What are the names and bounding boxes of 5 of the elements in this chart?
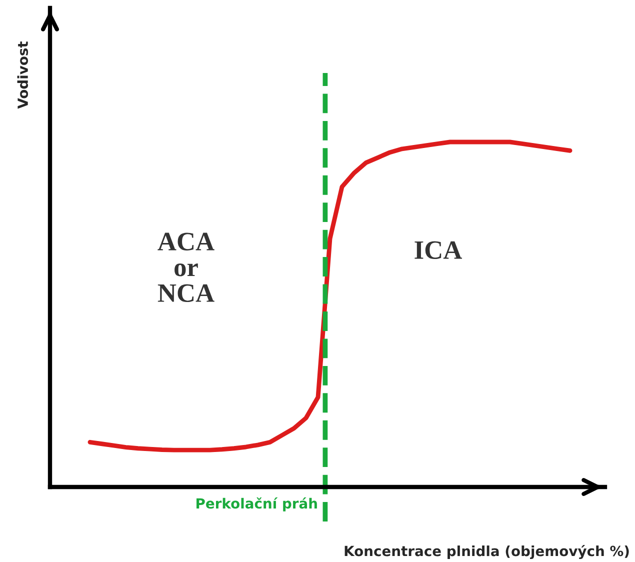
annotation: ACA or NCA	[158, 232, 214, 302]
text: Perkolační práh	[196, 497, 317, 512]
x-axis-title: Koncentrace plnidla (objemových %)	[344, 544, 629, 560]
y-axis-title: Vodivost	[17, 41, 28, 109]
annotation: ICA	[414, 241, 462, 260]
